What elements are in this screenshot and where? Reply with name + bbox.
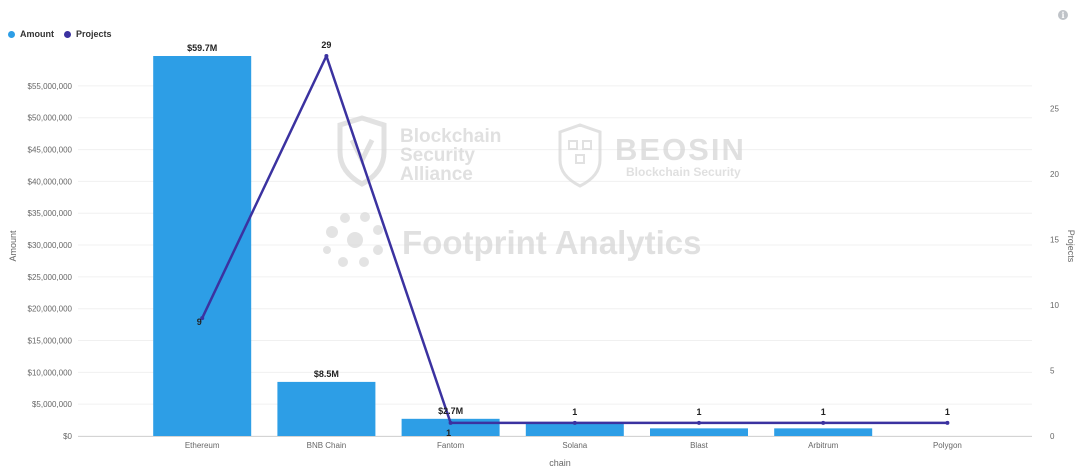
x-tick-label: Fantom — [437, 441, 464, 450]
y-left-tick-label: $5,000,000 — [32, 400, 73, 409]
x-tick-label: BNB Chain — [307, 441, 347, 450]
footprint-logo-icon — [323, 212, 383, 267]
axes: $0 $5,000,000 $10,000,000 $15,000,000 $20,00… — [28, 82, 1060, 450]
y-right-tick-label: 10 — [1050, 301, 1059, 310]
amount-bar-bnb-chain[interactable] — [277, 381, 376, 436]
y-left-tick-label: $10,000,000 — [28, 368, 73, 377]
watermark-bsa-line3: Alliance — [400, 164, 473, 185]
projects-point[interactable] — [448, 420, 453, 425]
chart-legend: Amount Projects — [8, 29, 112, 39]
projects-data-label: 1 — [446, 428, 451, 438]
x-tick-label: Ethereum — [185, 441, 220, 450]
amount-bar-arbitrum[interactable] — [774, 428, 873, 436]
y-left-tick-label: $40,000,000 — [28, 177, 73, 186]
y-left-tick-label: $25,000,000 — [28, 273, 73, 282]
info-icon[interactable]: i — [1058, 10, 1068, 20]
x-tick-label: Polygon — [933, 441, 962, 450]
y-left-tick-label: $55,000,000 — [28, 82, 73, 91]
y-left-tick-label: $50,000,000 — [28, 114, 73, 123]
amount-bars — [153, 56, 873, 436]
amount-data-label: $8.5M — [314, 369, 339, 379]
watermark-beosin: BEOSIN — [615, 132, 746, 167]
projects-point[interactable] — [945, 420, 950, 425]
legend-item-projects[interactable]: Projects — [64, 29, 112, 39]
y-left-tick-label: $20,000,000 — [28, 305, 73, 314]
watermark-bsa-line2: Security — [400, 145, 475, 166]
y-right-tick-label: 0 — [1050, 432, 1055, 441]
watermark-group: Blockchain Security Alliance BEOSIN Bloc… — [323, 115, 746, 267]
y-left-tick-label: $15,000,000 — [28, 337, 73, 346]
y-right-tick-label: 15 — [1050, 235, 1059, 244]
projects-point[interactable] — [324, 54, 329, 58]
amount-bar-solana[interactable] — [525, 423, 624, 436]
beosin-logo-icon — [558, 123, 602, 188]
legend-label-amount: Amount — [20, 29, 54, 39]
x-tick-label: Solana — [562, 441, 587, 450]
legend-label-projects: Projects — [76, 29, 112, 39]
x-axis-title: chain — [549, 458, 571, 468]
projects-point[interactable] — [572, 420, 577, 425]
projects-point[interactable] — [200, 316, 205, 321]
projects-data-label: 1 — [821, 407, 826, 417]
projects-point[interactable] — [697, 420, 701, 425]
data-labels: $59.7M $8.5M $2.7M 9 29 1 1 1 1 1 — [187, 40, 950, 438]
y-left-tick-label: $35,000,000 — [28, 209, 73, 218]
y-axis-left-title: Amount — [8, 230, 18, 262]
watermark-bsa-line1: Blockchain — [400, 126, 501, 147]
amount-data-label: $2.7M — [438, 406, 463, 416]
y-left-tick-label: $30,000,000 — [28, 241, 73, 250]
projects-point[interactable] — [821, 420, 826, 425]
y-right-tick-label: 20 — [1050, 170, 1059, 179]
y-left-tick-label: $0 — [63, 432, 72, 441]
amount-bar-ethereum[interactable] — [153, 56, 252, 436]
legend-item-amount[interactable]: Amount — [8, 29, 54, 39]
y-left-tick-label: $45,000,000 — [28, 146, 73, 155]
y-right-tick-label: 25 — [1050, 104, 1059, 113]
amount-data-label: $59.7M — [187, 43, 217, 53]
amount-bar-blast[interactable] — [650, 428, 748, 436]
watermark-beosin-sub: Blockchain Security — [626, 165, 741, 179]
x-tick-label: Arbitrum — [808, 441, 839, 450]
bsa-logo-icon — [337, 115, 387, 187]
projects-data-label: 29 — [321, 40, 331, 50]
y-right-tick-label: 5 — [1050, 366, 1055, 375]
legend-dot-amount — [8, 30, 15, 38]
projects-data-label: 9 — [197, 317, 202, 327]
x-tick-label: Blast — [690, 441, 709, 450]
projects-data-label: 1 — [696, 407, 701, 417]
projects-data-label: 1 — [945, 407, 950, 417]
watermark-footprint: Footprint Analytics — [402, 224, 701, 261]
projects-data-label: 1 — [572, 407, 577, 417]
y-axis-right-title: Projects — [1066, 230, 1076, 263]
projects-line — [200, 54, 950, 425]
legend-dot-projects — [64, 30, 71, 38]
